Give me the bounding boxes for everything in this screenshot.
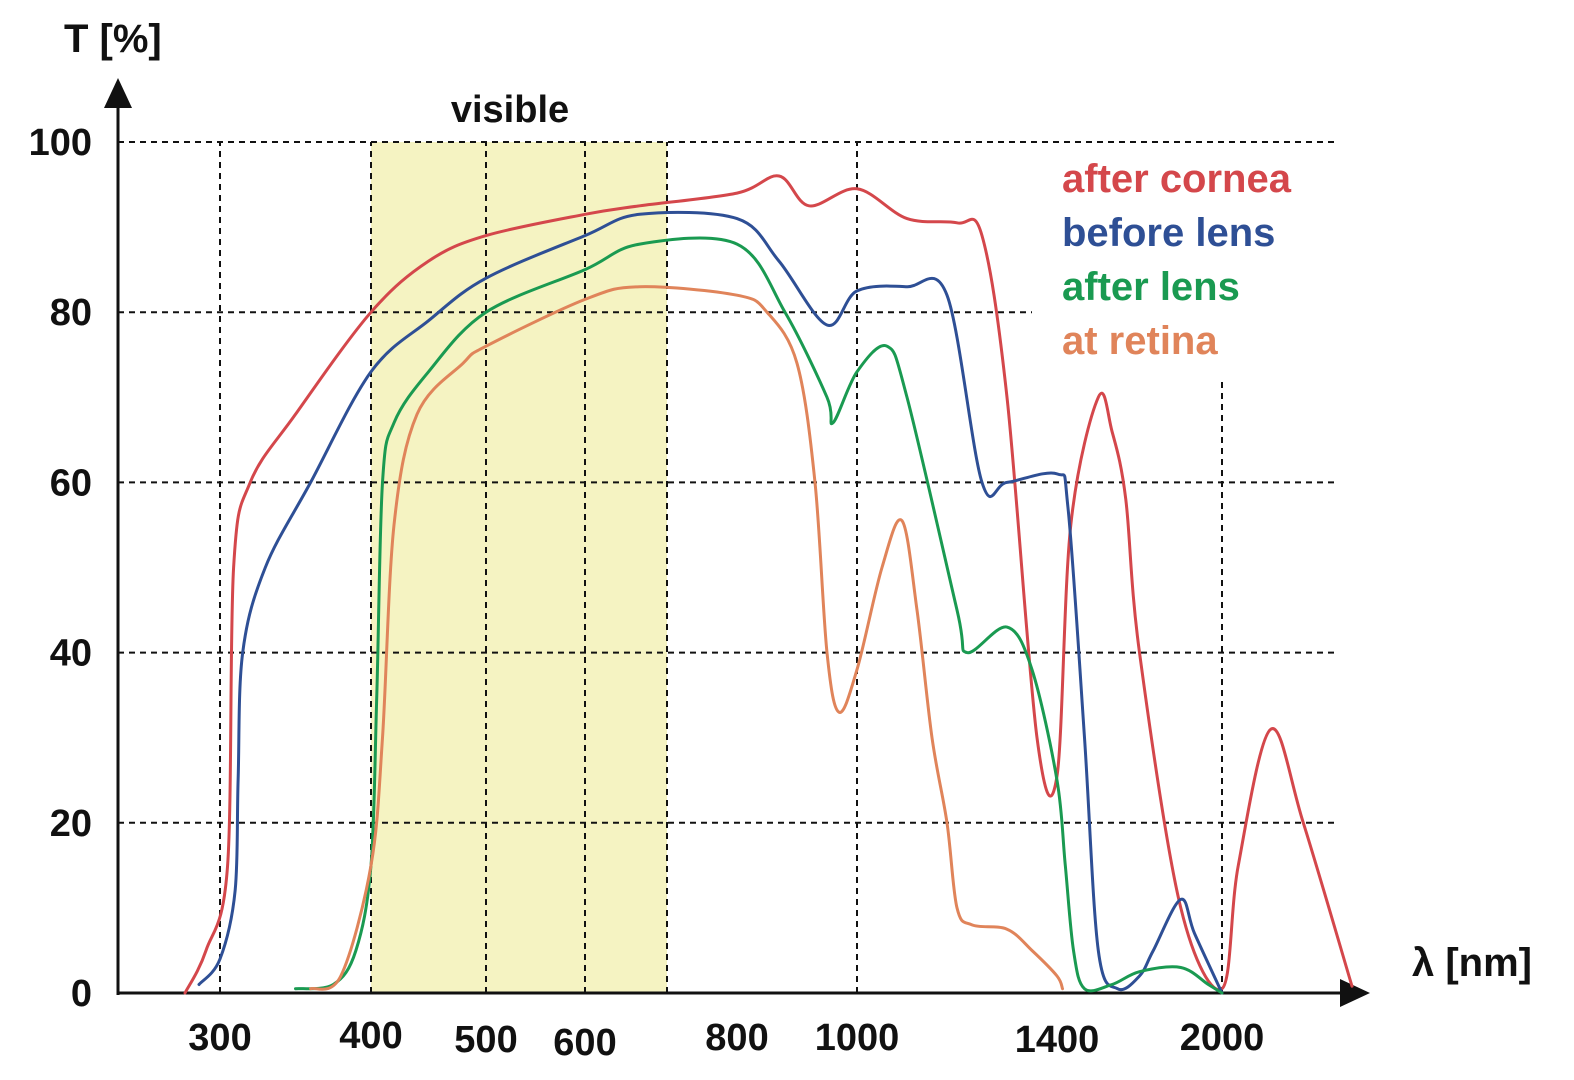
y-axis-title: T [%]	[64, 17, 162, 61]
x-tick-label-500: 500	[454, 1019, 517, 1061]
x-tick-label-400: 400	[339, 1015, 402, 1057]
x-tick-label-800: 800	[705, 1017, 768, 1059]
y-tick-label-80: 80	[50, 292, 92, 334]
legend-item-at-retina: at retina	[1062, 319, 1218, 363]
y-tick-label-100: 100	[29, 122, 92, 164]
legend: after cornea before lens after lens at r…	[1062, 157, 1292, 363]
y-tick-label-40: 40	[50, 633, 92, 675]
x-tick-label-300: 300	[188, 1017, 251, 1059]
series-line-at-retina	[309, 285, 1064, 991]
y-axis-arrowhead	[104, 78, 132, 108]
visible-band-label: visible	[451, 89, 569, 131]
y-tick-label-20: 20	[50, 803, 92, 845]
series-line-before-lens	[197, 210, 1224, 995]
series-line-after-lens	[294, 236, 1224, 995]
x-axis-arrowhead	[1340, 979, 1370, 1007]
x-tick-label-1400: 1400	[1015, 1019, 1100, 1061]
x-tick-label-600: 600	[553, 1022, 616, 1064]
x-tick-label-2000: 2000	[1180, 1017, 1265, 1059]
legend-item-after-cornea: after cornea	[1062, 157, 1292, 201]
series-line-after-cornea	[183, 174, 1354, 995]
y-tick-label-0: 0	[71, 973, 92, 1015]
legend-item-after-lens: after lens	[1062, 265, 1240, 309]
legend-item-before-lens: before lens	[1062, 211, 1275, 255]
visible-band	[371, 142, 667, 993]
y-tick-label-60: 60	[50, 462, 92, 504]
x-tick-label-1000: 1000	[815, 1017, 900, 1059]
x-axis-title: λ [nm]	[1412, 941, 1532, 985]
